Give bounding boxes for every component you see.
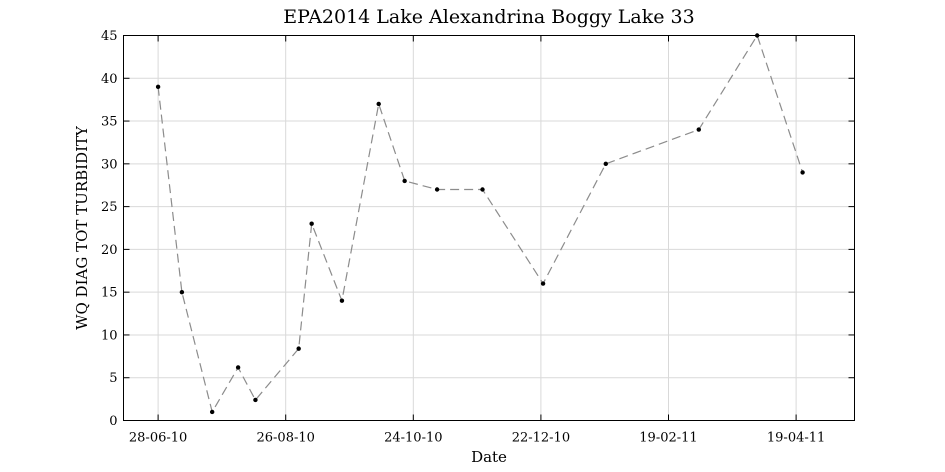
data-point — [309, 221, 314, 226]
data-point — [376, 101, 381, 107]
data-point — [209, 409, 215, 415]
y-tick-label: 15 — [101, 286, 118, 301]
y-axis-label: WQ DIAG TOT TURBIDITY — [73, 125, 91, 330]
data-point — [155, 84, 161, 90]
x-tick-label: 19-02-11 — [639, 431, 697, 446]
data-point — [402, 178, 407, 184]
series-line-layer — [157, 34, 804, 414]
x-tick-label: 28-06-10 — [129, 431, 187, 446]
y-tick-label: 0 — [109, 414, 117, 429]
data-point — [339, 298, 345, 303]
y-tick-label: 35 — [101, 115, 118, 130]
data-points — [155, 33, 805, 415]
y-tick-label: 10 — [101, 328, 118, 343]
data-point — [480, 187, 485, 192]
data-point — [540, 281, 546, 286]
y-tick-label: 25 — [101, 200, 118, 215]
data-point — [434, 187, 440, 192]
y-tick-label: 45 — [101, 29, 118, 44]
data-point — [696, 127, 701, 132]
x-tick-label: 26-08-10 — [256, 431, 314, 446]
y-tick-label: 5 — [109, 371, 117, 386]
x-tick-label: 19-04-11 — [767, 431, 825, 446]
data-point — [235, 365, 241, 370]
x-axis-label: Date — [471, 448, 507, 466]
plot-frame — [123, 35, 855, 421]
grid-lines — [123, 35, 855, 421]
data-point — [253, 397, 258, 403]
data-point — [603, 161, 608, 167]
x-tick-label: 24-10-10 — [384, 431, 442, 446]
y-tick-label: 20 — [101, 243, 118, 258]
data-point — [179, 289, 185, 295]
y-tick-label: 30 — [101, 157, 118, 172]
data-point — [800, 170, 805, 175]
axis-ticks: 0 5 10 15 20 25 30 35 40 45 28-06-10 26-08-10 24-10-… — [101, 29, 855, 446]
y-tick-label: 40 — [101, 72, 118, 87]
chart-title: EPA2014 Lake Alexandrina Boggy Lake 33 — [283, 6, 694, 28]
series-line — [157, 34, 804, 414]
data-point — [296, 346, 301, 351]
x-tick-label: 22-12-10 — [512, 431, 570, 446]
